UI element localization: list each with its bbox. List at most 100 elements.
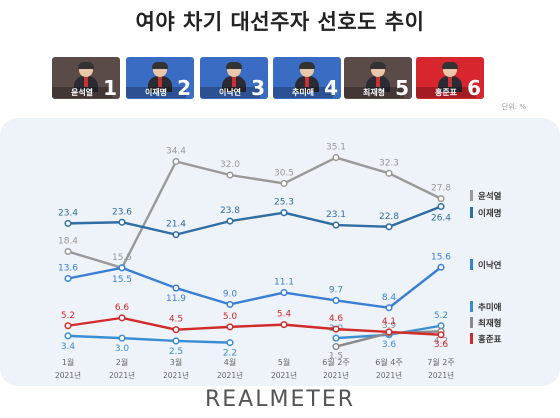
data-point — [64, 219, 72, 227]
x-tick-sublabel: 2021년 — [109, 370, 135, 380]
x-tick-sublabel: 2021년 — [55, 370, 81, 380]
candidate-card: 홍준표 6 — [416, 57, 484, 99]
series-line-홍준표 — [174, 325, 232, 331]
candidate-name: 윤석열 — [52, 87, 112, 98]
x-tick-label: 6월 4주 — [375, 357, 402, 367]
data-point — [118, 334, 126, 342]
candidate-photo — [146, 61, 174, 92]
x-tick-label: 7월 2주 — [427, 357, 454, 367]
data-point — [172, 326, 180, 334]
candidate-card: 최재형 5 — [344, 57, 412, 99]
series-line-이재명 — [120, 221, 178, 236]
candidate-rank: 6 — [467, 76, 481, 99]
series-line-윤석열 — [282, 156, 338, 185]
series-line-이재명 — [334, 223, 391, 228]
candidate-card: 이낙연 3 — [200, 57, 268, 99]
data-label: 5.4 — [277, 310, 292, 320]
data-label: 2.5 — [169, 347, 183, 357]
legend-swatch — [470, 333, 473, 344]
data-point — [332, 154, 340, 162]
data-point — [226, 217, 234, 225]
data-label: 5.0 — [223, 312, 238, 322]
x-tick-sublabel: 2021년 — [163, 370, 189, 380]
x-tick-label: 2월 — [116, 357, 128, 367]
x-tick-sublabel: 2021년 — [271, 370, 297, 380]
legend-label: 홍준표 — [478, 334, 502, 345]
series-line-윤석열 — [228, 173, 286, 185]
data-label: 23.8 — [220, 206, 240, 216]
legend-label: 이재명 — [478, 208, 501, 219]
data-label: 23.4 — [58, 208, 78, 218]
data-point — [437, 331, 445, 339]
candidate-name: 홍준표 — [416, 87, 476, 98]
candidate-photo — [364, 61, 392, 92]
data-point — [385, 328, 393, 336]
candidate-cards: 윤석열 1 이재명 2 이낙연 3 추미애 4 최재형 5 홍준표 6 — [0, 57, 560, 101]
legend-swatch — [470, 259, 473, 270]
candidate-rank: 5 — [395, 76, 409, 99]
series-line-최재형 — [334, 331, 391, 348]
data-point — [226, 323, 234, 331]
data-label: 2.2 — [223, 349, 237, 359]
data-label: 32.3 — [379, 158, 399, 168]
data-label: 13.6 — [58, 264, 78, 274]
legend-swatch — [470, 317, 473, 328]
data-point — [437, 322, 445, 330]
data-label: 25.3 — [274, 198, 294, 208]
legend-label: 윤석열 — [478, 191, 502, 202]
series-line-이낙연 — [282, 291, 338, 302]
legend-swatch — [470, 301, 473, 312]
series-line-홍준표 — [387, 330, 443, 336]
candidate-rank: 1 — [103, 76, 117, 99]
candidate-photo — [293, 61, 321, 92]
data-point — [172, 284, 180, 292]
data-label: 23.1 — [326, 210, 346, 220]
data-point — [172, 337, 180, 345]
x-tick-label: 3월 — [170, 357, 182, 367]
x-tick-sublabel: 2021년 — [376, 370, 402, 380]
candidate-rank: 3 — [251, 76, 265, 99]
data-label: 3.4 — [61, 342, 76, 352]
data-point — [64, 274, 72, 283]
data-label: 4.1 — [382, 317, 396, 327]
series-line-이낙연 — [387, 266, 443, 309]
data-point — [118, 314, 126, 322]
data-point — [172, 231, 180, 239]
data-point — [172, 157, 180, 166]
data-label: 4.6 — [329, 314, 344, 324]
series-line-윤석열 — [66, 250, 124, 270]
data-point — [226, 171, 234, 179]
data-point — [226, 339, 234, 347]
data-label: 15.5 — [112, 253, 132, 263]
data-label: 22.8 — [379, 212, 399, 222]
legend-label: 이낙연 — [478, 260, 502, 271]
data-point — [64, 332, 72, 340]
data-label: 11.9 — [166, 294, 186, 304]
x-tick-label: 5월 — [278, 357, 290, 367]
data-label: 32.0 — [220, 160, 240, 170]
series-line-홍준표 — [282, 323, 338, 331]
x-tick-sublabel: 2021년 — [428, 370, 454, 380]
series-line-홍준표 — [334, 327, 391, 334]
series-line-추미애 — [174, 339, 232, 344]
data-label: 4.5 — [169, 315, 183, 325]
data-point — [226, 300, 234, 308]
candidate-photo — [436, 61, 464, 92]
legend-swatch — [470, 207, 473, 218]
data-point — [437, 263, 445, 271]
data-point — [437, 202, 445, 211]
series-line-이낙연 — [174, 286, 232, 306]
candidate-rank: 4 — [324, 76, 338, 99]
data-label: 35.1 — [326, 143, 346, 153]
data-point — [118, 218, 126, 226]
series-line-홍준표 — [120, 316, 178, 331]
series-line-이낙연 — [66, 266, 124, 280]
data-label: 3.6 — [434, 340, 449, 350]
series-line-홍준표 — [228, 323, 286, 329]
series-line-홍준표 — [66, 316, 124, 327]
data-label: 8.4 — [382, 293, 397, 303]
series-line-이낙연 — [228, 291, 286, 306]
legend-label: 최재형 — [478, 318, 501, 329]
data-label: 26.4 — [431, 214, 451, 224]
